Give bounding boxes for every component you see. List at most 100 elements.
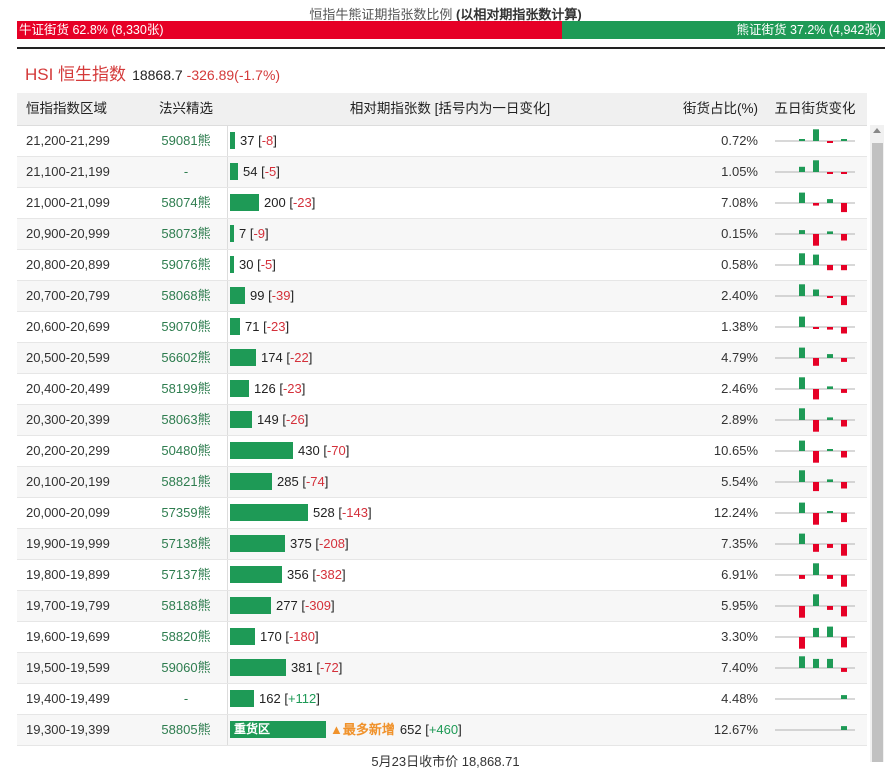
scrollbar-thumb[interactable] [872,143,883,762]
pick-link[interactable]: 58199熊 [161,381,211,396]
pick-link[interactable]: 57359熊 [161,505,211,520]
spark-down-bar [841,420,847,427]
sparkline-chart [775,470,855,492]
sparkline-chart [775,726,855,731]
pick-link[interactable]: 59070熊 [161,319,211,334]
pick-link[interactable]: 56602熊 [161,350,211,365]
spark-down-bar [813,544,819,552]
five-day-spark [763,281,867,311]
count-value: 528 [-143] [313,505,372,520]
table-row: 21,200-21,299 59081熊 37 [-8] 0.72% [17,126,867,157]
count-change: -8 [261,133,274,148]
five-day-spark [763,560,867,590]
sparkline-chart [775,284,855,306]
pick-link[interactable]: 58073熊 [161,226,211,241]
count-cell: 381 [-72] [227,653,673,683]
pick-link[interactable]: - [183,691,189,706]
count-bar [230,194,259,212]
count-bar [230,473,272,491]
pct-cell: 7.08% [721,195,758,210]
pct-cell: 5.54% [721,474,758,489]
spark-down-bar [841,544,847,556]
count-bar [230,411,252,429]
spark-down-bar [813,420,819,432]
spark-up-bar [799,139,805,141]
range-cell: 19,500-19,599 [26,660,110,675]
spark-down-bar [799,637,805,649]
count-change: -23 [266,319,286,334]
pick-link[interactable]: 57137熊 [161,567,211,582]
bear-distribution-table: 恒指指数区域 法兴精选 相对期指张数 [括号内为一日变化] 街货占比(%) 五日… [17,93,867,746]
page-title: 恒指牛熊证期指张数比例 (以相对期指张数计算) [309,7,582,22]
count-cell: 30 [-5] [227,250,673,280]
pick-link[interactable]: 58074熊 [161,195,211,210]
sparkline-chart [775,626,855,649]
count-cell: 71 [-23] [227,312,673,342]
pick-link[interactable]: 58820熊 [161,629,211,644]
sparkline-chart [775,656,855,672]
scroll-up-icon[interactable] [873,128,881,133]
five-day-spark [763,219,867,249]
count-value: 200 [-23] [264,195,316,210]
bull-bear-ratio-bar: 牛证街货 62.8% (8,330张) 熊证街货 37.2% (4,942张) [17,21,885,39]
spark-down-bar [841,482,847,489]
range-cell: 20,400-20,499 [26,381,110,396]
range-cell: 20,500-20,599 [26,350,110,365]
range-cell: 19,800-19,899 [26,567,110,582]
pick-link[interactable]: 58068熊 [161,288,211,303]
count-value: 174 [-22] [261,350,313,365]
table-row: 20,400-20,499 58199熊 126 [-23] 2.46% [17,374,867,405]
spark-up-bar [827,449,833,451]
spark-down-bar [827,265,833,271]
count-bar [230,349,256,367]
table-row: 20,500-20,599 56602熊 174 [-22] 4.79% [17,343,867,374]
sparkline-chart [775,160,855,174]
table-row: 20,600-20,699 59070熊 71 [-23] 1.38% [17,312,867,343]
spark-up-bar [799,230,805,234]
pct-cell: 6.91% [721,567,758,582]
count-bar [230,535,285,553]
table-row: 19,300-19,399 58805熊 重货区 ▲最多新增 652 [+460] 12.… [17,715,867,746]
table-row: 20,000-20,099 57359熊 528 [-143] 12.24% [17,498,867,529]
pct-cell: 2.46% [721,381,758,396]
spark-down-bar [841,296,847,306]
five-day-spark [763,529,867,559]
col-five-day: 五日街货变化 [774,101,856,116]
spark-up-bar [799,253,805,265]
spark-down-bar [827,296,833,298]
col-pct: 街货占比(%) [683,101,758,116]
spark-down-bar [841,327,847,334]
pick-link[interactable]: 58805熊 [161,722,211,737]
count-change: -39 [271,288,291,303]
count-cell: 528 [-143] [227,498,673,528]
pick-link[interactable]: 58821熊 [161,474,211,489]
pick-link[interactable]: 50480熊 [161,443,211,458]
count-change: -5 [264,164,277,179]
spark-down-bar [813,389,819,400]
pick-link[interactable]: - [183,164,189,179]
table-row: 21,000-21,099 58074熊 200 [-23] 7.08% [17,188,867,219]
pick-link[interactable]: 58063熊 [161,412,211,427]
range-cell: 20,900-20,999 [26,226,110,241]
pick-link[interactable]: 59076熊 [161,257,211,272]
spark-up-bar [813,658,819,668]
five-day-spark [763,312,867,342]
pick-link[interactable]: 57138熊 [161,536,211,551]
pick-link[interactable]: 59060熊 [161,660,211,675]
count-cell: 54 [-5] [227,157,673,187]
count-cell: 285 [-74] [227,467,673,497]
pct-cell: 7.35% [721,536,758,551]
spark-up-bar [799,284,805,296]
spark-up-bar [799,656,805,668]
pick-link[interactable]: 58188熊 [161,598,211,613]
spark-up-bar [827,417,833,420]
count-value: 170 [-180] [260,629,319,644]
count-change: +112 [287,691,317,706]
pick-link[interactable]: 59081熊 [161,133,211,148]
spark-up-bar [799,166,805,172]
sparkline-chart [775,377,855,400]
count-cell: 170 [-180] [227,622,673,652]
count-cell: 174 [-22] [227,343,673,373]
count-value: 126 [-23] [254,381,306,396]
count-cell: 430 [-70] [227,436,673,466]
